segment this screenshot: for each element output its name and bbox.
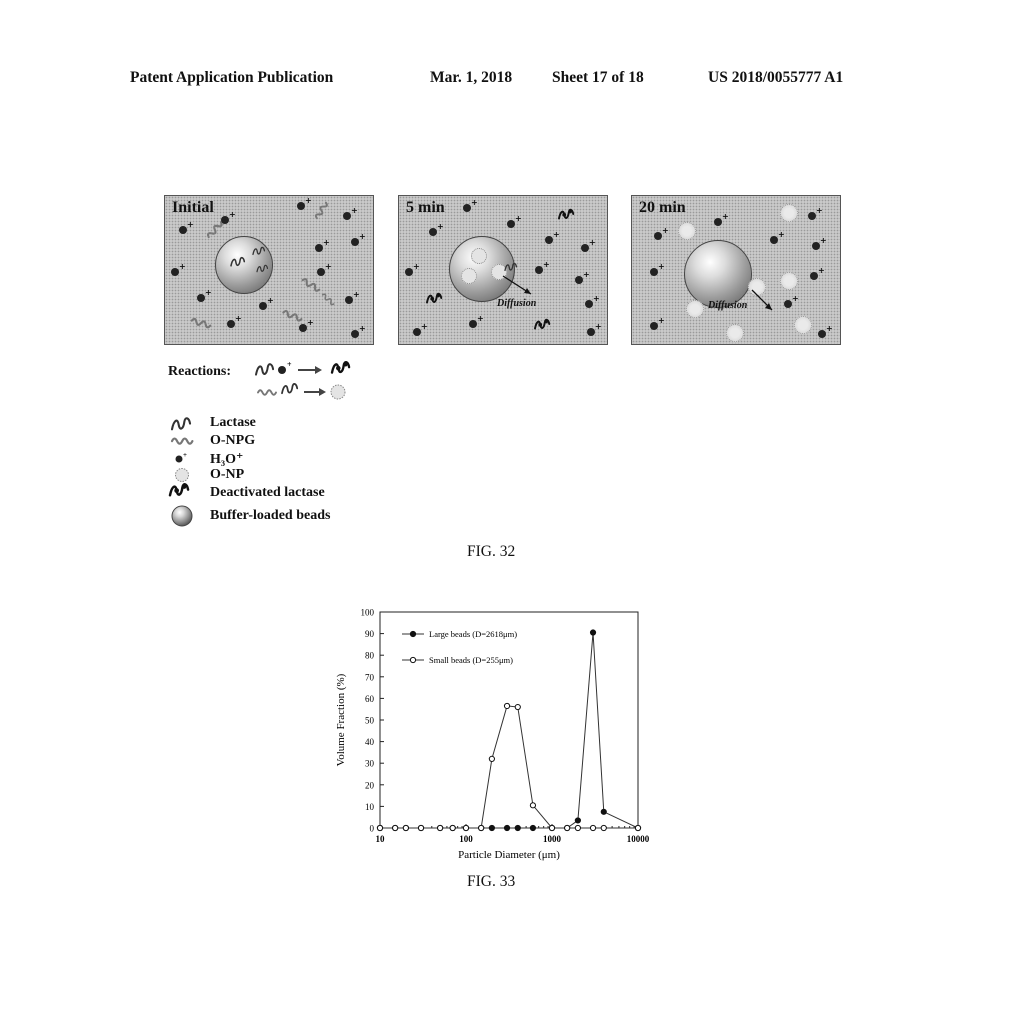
small-beads-point: [417, 824, 425, 832]
small-beads-point: [376, 824, 384, 832]
legend-marker: [409, 630, 417, 638]
large-beads-point: [600, 808, 607, 815]
panel-title-initial: Initial: [172, 199, 214, 216]
fig32-caption: FIG. 32: [467, 543, 516, 560]
legend-buffer-beads: Buffer-loaded beads: [210, 508, 331, 523]
panel-title-20min: 20 min: [639, 199, 686, 216]
large-beads-point: [488, 824, 495, 832]
panel-20min-molecules: [751, 289, 773, 311]
panel-5min: 5 min Diffusion: [398, 195, 608, 345]
diffusion-label: Diffusion: [708, 300, 748, 311]
small-beads-point: [529, 802, 537, 809]
legend-deactivated-lactase: Deactivated lactase: [210, 485, 325, 500]
y-tick-label: 10: [365, 802, 375, 812]
svg-text:+: +: [183, 451, 187, 459]
small-beads-point: [462, 824, 470, 832]
legend-onpg: O-NPG: [210, 433, 256, 448]
reaction-scheme: +: [255, 360, 351, 400]
plot-frame: [379, 611, 639, 829]
y-tick-label: 100: [361, 608, 375, 618]
x-tick-label: 1000: [543, 834, 562, 844]
small-beads-point: [634, 824, 642, 832]
x-tick-label: 10: [376, 834, 386, 844]
y-tick-label: 80: [365, 651, 375, 661]
legend-lactase: Lactase: [210, 415, 256, 430]
large-beads-point: [514, 824, 521, 832]
reactions-label: Reactions:: [168, 364, 231, 379]
panel-initial-molecules: [190, 200, 336, 329]
small-beads-point: [478, 824, 485, 832]
y-tick-label: 0: [370, 824, 375, 834]
legend-marker: [409, 656, 417, 664]
small-beads-point: [589, 824, 597, 832]
x-tick-label: 10000: [627, 834, 650, 844]
large-beads-point: [574, 817, 581, 824]
y-tick-label: 70: [365, 672, 375, 682]
legend-h3o: H₃O⁺: [210, 452, 244, 467]
header-number: US 2018/0055777 A1: [708, 69, 844, 86]
legend-entry: Small beads (D=255μm): [429, 655, 513, 665]
y-tick-label: 30: [365, 759, 375, 769]
y-tick-label: 20: [365, 780, 375, 790]
panel-5min-molecules: [426, 208, 575, 330]
legend-icons: +: [168, 417, 194, 527]
legend-onp: O-NP: [210, 467, 245, 482]
buffer-bead: [215, 236, 273, 294]
small-beads-point: [503, 702, 511, 710]
panel-initial: Initial: [164, 195, 374, 345]
small-beads-point: [600, 824, 607, 832]
small-beads-point: [574, 824, 581, 832]
panel-title-5min: 5 min: [406, 199, 445, 216]
x-tick-label: 100: [459, 834, 473, 844]
small-beads-point: [392, 824, 399, 832]
y-tick-label: 90: [365, 629, 375, 639]
series-line-small: [380, 705, 638, 829]
large-beads-point: [529, 824, 537, 832]
header-sheet: Sheet 17 of 18: [552, 69, 644, 86]
panel-20min: 20 min Diffusion: [631, 195, 841, 345]
legend-entry: Large beads (D=2618μm): [429, 629, 517, 639]
small-beads-point: [402, 824, 409, 832]
svg-text:+: +: [287, 360, 292, 369]
small-beads-point: [437, 824, 444, 832]
x-axis-label: Particle Diameter (μm): [458, 849, 560, 861]
small-beads-point: [488, 755, 495, 762]
fig33-caption: FIG. 33: [467, 873, 516, 890]
large-beads-point: [589, 629, 597, 636]
small-beads-point: [514, 703, 521, 711]
y-tick-label: 40: [365, 737, 375, 747]
y-tick-label: 50: [365, 716, 375, 726]
buffer-bead: [684, 240, 752, 308]
small-beads-point: [548, 824, 556, 832]
y-tick-label: 60: [365, 694, 375, 704]
header-publication: Patent Application Publication: [130, 69, 334, 86]
large-beads-point: [503, 824, 511, 832]
header-date: Mar. 1, 2018: [430, 69, 513, 86]
diffusion-label: Diffusion: [497, 298, 537, 309]
y-axis-label: Volume Fraction (%): [335, 673, 347, 766]
small-beads-point: [449, 824, 456, 832]
small-beads-point: [564, 824, 571, 832]
